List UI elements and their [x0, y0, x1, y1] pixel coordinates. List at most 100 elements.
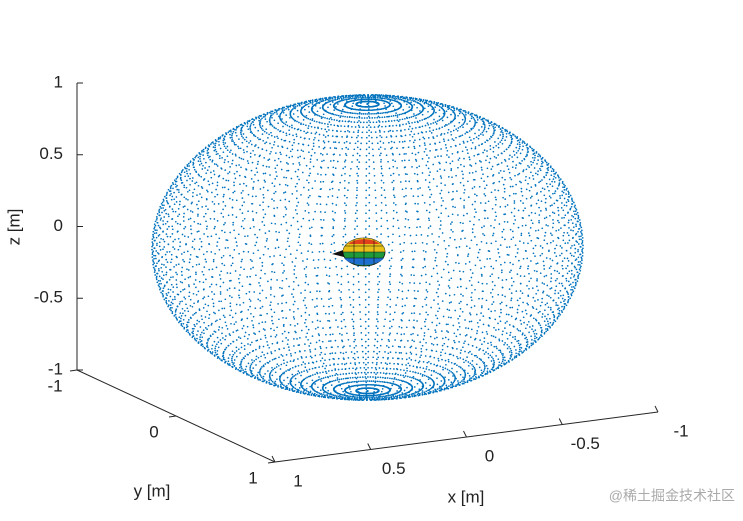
- sphere-point: [227, 214, 230, 217]
- sphere-point: [293, 269, 296, 271]
- sphere-point: [246, 122, 249, 125]
- sphere-point: [500, 271, 503, 274]
- sphere-point: [223, 193, 225, 196]
- sphere-point: [560, 301, 562, 304]
- sphere-point: [251, 359, 253, 361]
- sphere-point: [549, 321, 552, 324]
- sphere-point: [289, 309, 291, 311]
- sphere-point: [466, 303, 468, 306]
- sphere-point: [567, 298, 570, 301]
- sphere-point: [250, 122, 253, 125]
- sphere-point: [365, 142, 368, 145]
- sphere-point: [405, 202, 407, 205]
- sphere-point: [271, 198, 273, 200]
- sphere-point: [246, 145, 249, 148]
- sphere-point: [191, 265, 194, 268]
- sphere-point: [531, 147, 533, 150]
- sphere-point: [536, 270, 538, 273]
- sphere-point: [453, 341, 456, 344]
- sphere-point: [220, 256, 223, 259]
- sphere-point: [267, 159, 270, 161]
- sphere-point: [525, 349, 528, 351]
- sphere-point: [539, 169, 542, 172]
- sphere-point: [368, 119, 370, 122]
- sphere-point: [278, 107, 281, 110]
- sphere-point: [493, 181, 495, 184]
- sphere-point: [456, 370, 458, 373]
- sphere-point: [211, 298, 214, 301]
- sphere-point: [443, 240, 446, 242]
- sphere-point: [508, 194, 511, 197]
- sphere-point: [476, 256, 479, 259]
- sphere-point: [381, 120, 384, 123]
- sphere-point: [537, 322, 540, 324]
- sphere-point: [409, 234, 412, 237]
- sphere-point: [365, 212, 367, 215]
- sphere-point: [183, 184, 186, 187]
- sphere-point: [500, 311, 502, 314]
- sphere-point: [565, 277, 568, 280]
- sphere-point: [473, 216, 476, 218]
- sphere-point: [293, 127, 296, 130]
- sphere-point: [277, 137, 279, 140]
- sphere-point: [241, 285, 244, 288]
- sphere-point: [358, 111, 361, 114]
- sphere-point: [501, 176, 504, 179]
- sphere-point: [498, 172, 500, 174]
- sphere-point: [176, 293, 179, 296]
- sphere-point: [439, 220, 442, 222]
- sphere-point: [255, 241, 258, 244]
- sphere-point: [434, 106, 437, 108]
- sphere-point: [438, 119, 441, 121]
- sphere-point: [497, 163, 500, 166]
- sphere-point: [497, 252, 500, 254]
- sphere-point: [482, 173, 484, 176]
- sphere-point: [158, 233, 161, 236]
- sphere-point: [524, 337, 526, 340]
- sphere-point: [437, 243, 439, 246]
- sphere-point: [392, 105, 395, 108]
- sphere-point: [380, 186, 383, 189]
- sphere-point: [223, 223, 225, 226]
- sphere-point: [357, 97, 360, 99]
- sphere-point: [241, 258, 243, 261]
- sphere-point: [354, 126, 357, 128]
- sphere-point: [457, 166, 459, 169]
- sphere-point: [356, 194, 358, 197]
- sphere-point: [512, 160, 514, 163]
- sphere-point: [501, 286, 504, 289]
- sphere-point: [570, 293, 573, 295]
- sphere-point: [457, 214, 459, 216]
- sphere-point: [509, 185, 512, 188]
- sphere-point: [309, 158, 312, 161]
- sphere-point: [581, 255, 584, 257]
- sphere-point: [474, 114, 477, 117]
- sphere-point: [389, 306, 392, 308]
- sphere-point: [530, 219, 533, 222]
- sphere-point: [490, 265, 493, 268]
- sphere-point: [216, 350, 219, 352]
- sphere-point: [514, 219, 517, 221]
- sphere-point: [532, 330, 535, 333]
- sphere-point: [327, 134, 330, 137]
- sphere-point: [151, 248, 153, 251]
- sphere-point: [283, 192, 285, 194]
- sphere-point: [342, 346, 344, 349]
- sphere-point: [343, 142, 346, 144]
- sphere-point: [206, 350, 209, 352]
- sphere-point: [180, 179, 183, 182]
- sphere-point: [277, 122, 279, 125]
- sphere-point: [245, 371, 247, 373]
- sphere-point: [539, 310, 541, 313]
- sphere-point: [542, 161, 544, 164]
- sphere-point: [492, 234, 494, 237]
- sphere-point: [274, 371, 277, 374]
- sphere-point: [298, 178, 300, 181]
- sphere-point: [351, 161, 353, 163]
- sphere-point: [535, 319, 538, 322]
- sphere-point: [427, 186, 430, 188]
- sphere-point: [209, 285, 211, 288]
- sphere-point: [207, 151, 210, 154]
- sphere-point: [251, 161, 254, 164]
- sphere-point: [503, 190, 506, 193]
